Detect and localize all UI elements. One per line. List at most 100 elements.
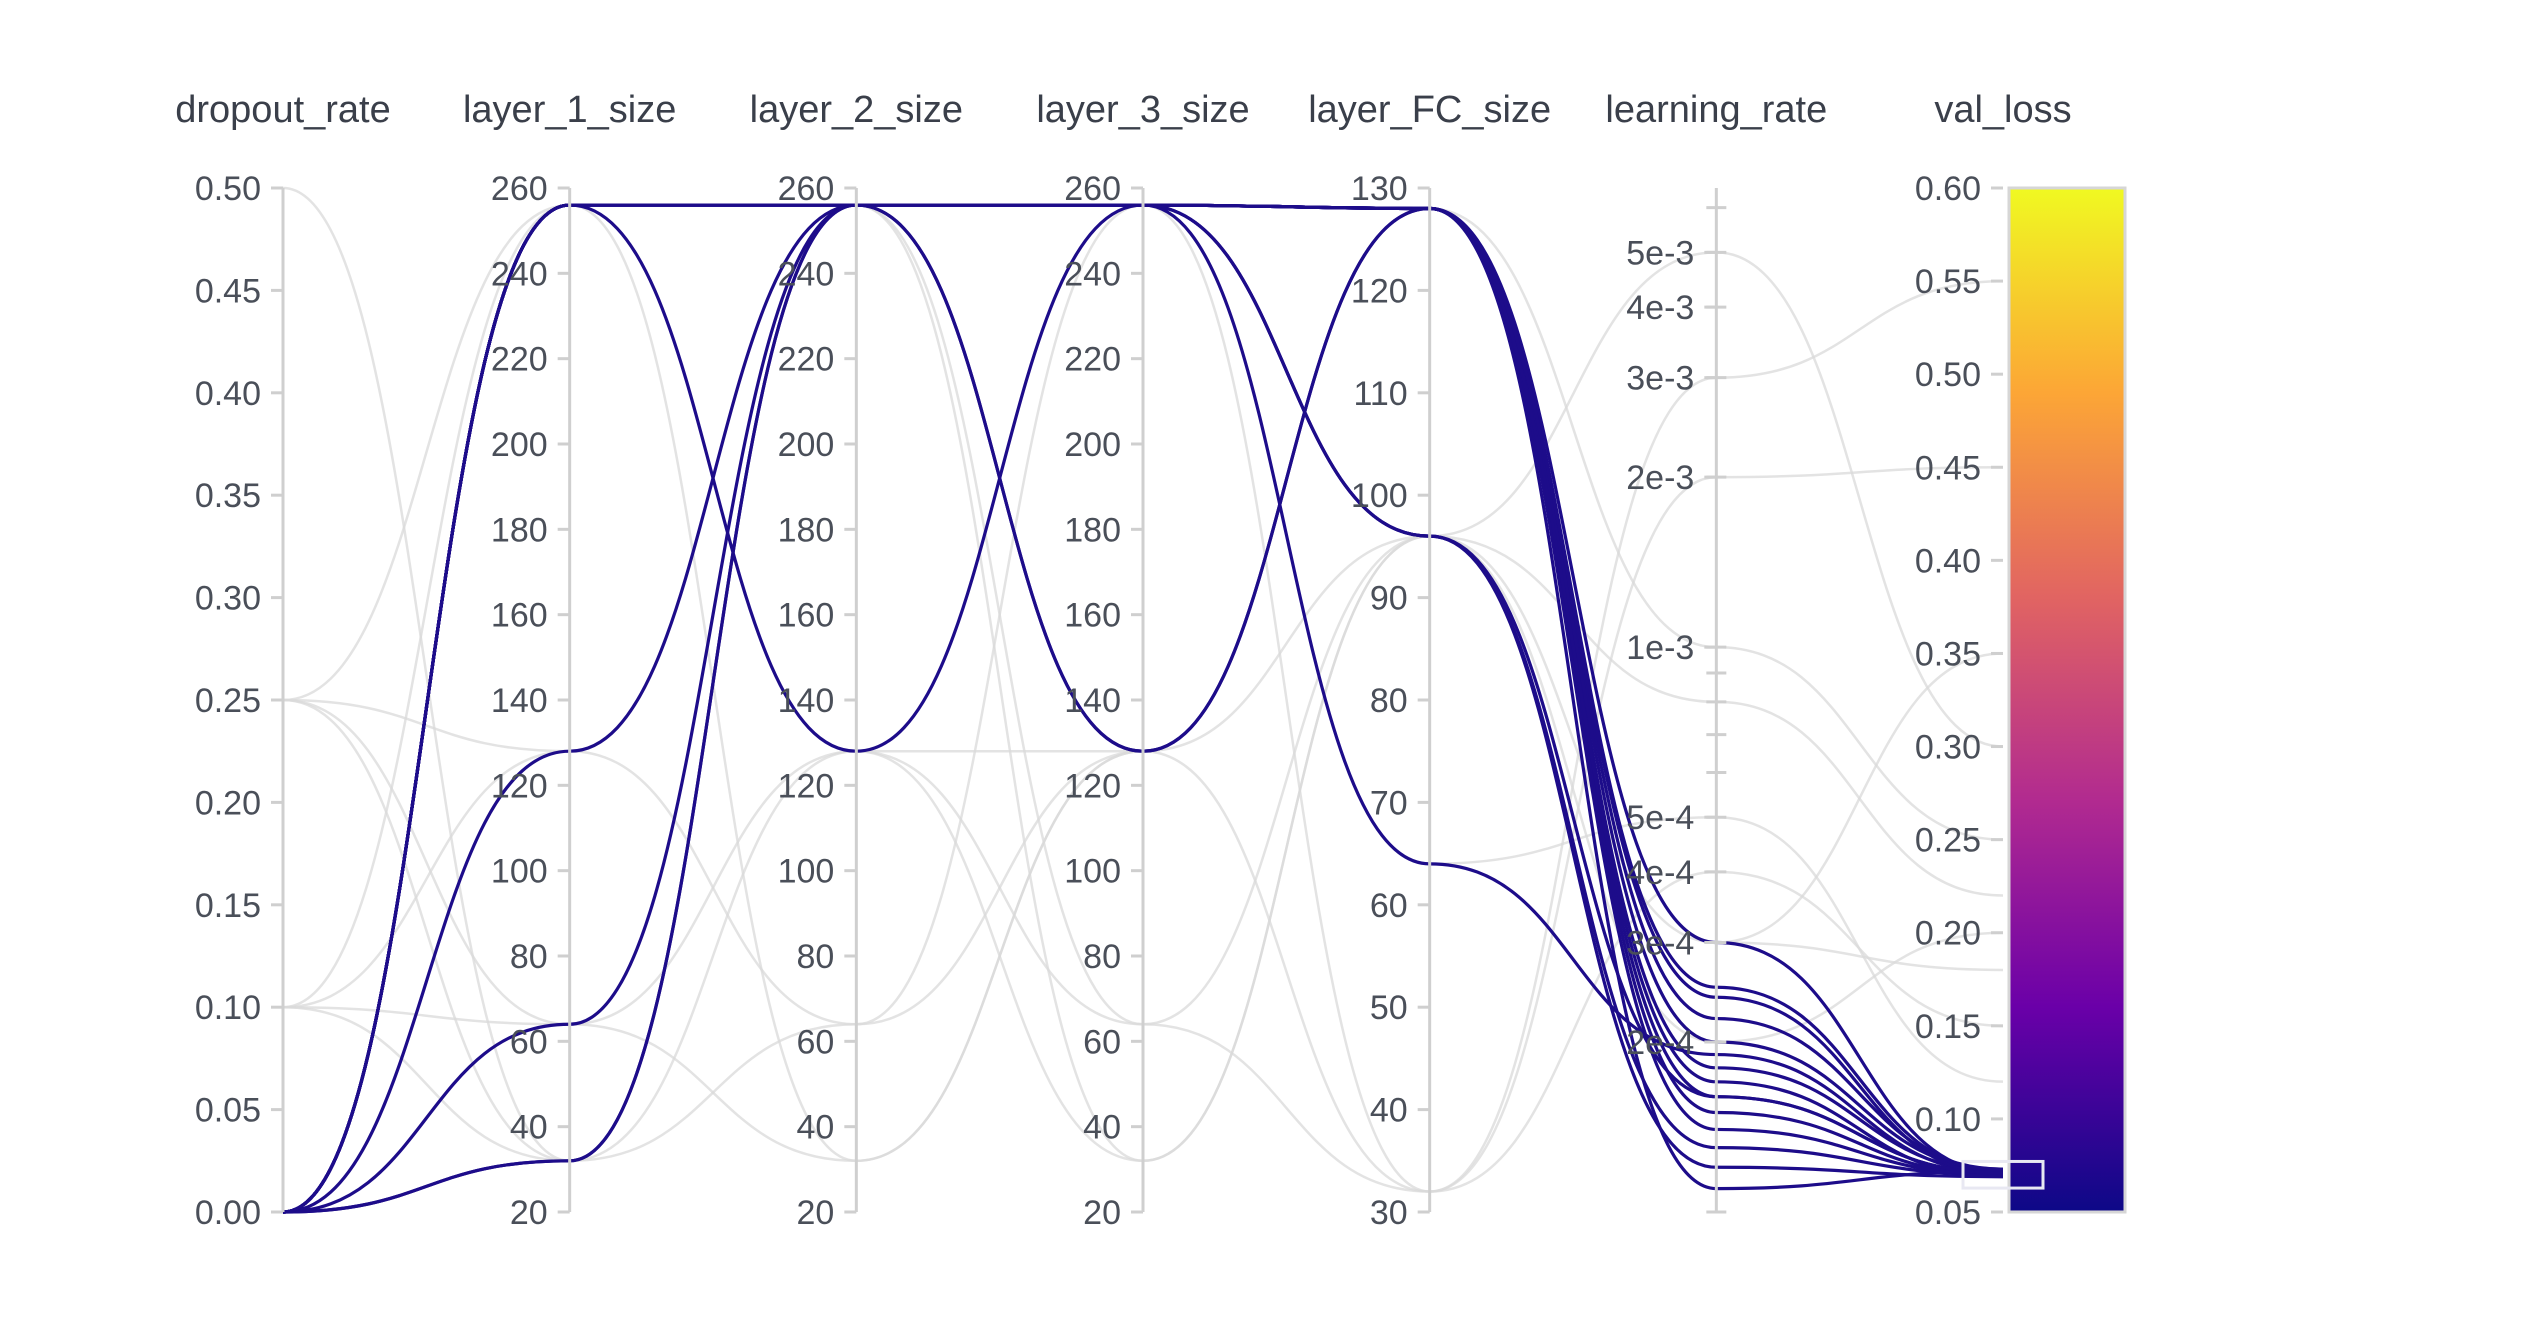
tick-label: 40	[1083, 1109, 1121, 1147]
axis-title: layer_FC_size	[1308, 89, 1551, 131]
tick-label: 0.50	[195, 170, 261, 208]
tick-label: 140	[778, 682, 835, 720]
tick-label: 20	[510, 1194, 548, 1232]
tick-label: 0.25	[1915, 822, 1981, 860]
tick-label: 220	[491, 341, 548, 379]
tick-label: 0.05	[195, 1092, 261, 1130]
tick-label: 110	[1353, 375, 1407, 413]
axis-val_loss[interactable]: val_loss 0.05 0.10 0.15 0.20 0.25 0.30 0.35 0.40…	[1915, 89, 2127, 1232]
tick-label: 220	[778, 341, 835, 379]
tick-label: 5e-4	[1626, 799, 1694, 837]
tick-label: 120	[1351, 272, 1408, 310]
tick-label: 100	[778, 853, 835, 891]
tick-label: 180	[1064, 511, 1121, 549]
tick-label: 200	[1064, 426, 1121, 464]
axis-title: layer_3_size	[1036, 89, 1249, 131]
tick-label: 60	[797, 1023, 835, 1061]
tick-label: 70	[1370, 784, 1408, 822]
tick-label: 80	[1083, 938, 1121, 976]
tick-label: 0.35	[1915, 635, 1981, 673]
tick-label: 240	[1064, 255, 1121, 293]
tick-label: 160	[1064, 597, 1121, 635]
axis-title: layer_1_size	[463, 89, 676, 131]
tick-label: 0.30	[1915, 729, 1981, 767]
tick-label: 40	[1370, 1092, 1408, 1130]
axis-layer_3_size[interactable]: layer_3_size 20 40 60 80 100 120 140 160 180 200 22…	[1036, 89, 1249, 1232]
tick-label: 80	[1370, 682, 1408, 720]
tick-label: 90	[1370, 580, 1408, 618]
axis-title: val_loss	[1934, 89, 2071, 131]
colorbar	[2007, 186, 2127, 1214]
tick-label: 40	[797, 1109, 835, 1147]
axis-learning_rate[interactable]: learning_rate 2e-4 3e-4 4e-4 5e-4 1e-3 2e-3 3e-…	[1605, 89, 1827, 1214]
tick-label: 80	[510, 938, 548, 976]
tick-label: 2e-4	[1626, 1024, 1694, 1062]
tick-label: 0.20	[1915, 915, 1981, 953]
axis-title: dropout_rate	[175, 89, 391, 131]
run-line	[282, 186, 2004, 1163]
axis-layer_FC_size[interactable]: layer_FC_size 30 40 50 60 70 80 90 100 110 120 130	[1308, 89, 1551, 1232]
tick-label: 240	[778, 255, 835, 293]
tick-label: 0.45	[195, 272, 261, 310]
run-line	[282, 279, 2004, 1193]
tick-label: 0.40	[195, 375, 261, 413]
tick-label: 0.15	[195, 887, 261, 925]
tick-label: 260	[778, 170, 835, 208]
tick-label: 60	[1370, 887, 1408, 925]
tick-label: 120	[778, 767, 835, 805]
tick-label: 5e-3	[1626, 234, 1694, 272]
tick-label: 0.20	[195, 784, 261, 822]
tick-label: 0.15	[1915, 1008, 1981, 1046]
tick-label: 4e-3	[1626, 289, 1694, 327]
axes: dropout_rate 0.00 0.05 0.10 0.15 0.20 0.25 0.30…	[175, 89, 2127, 1232]
tick-label: 0.30	[195, 580, 261, 618]
axis-title: layer_2_size	[750, 89, 963, 131]
tick-label: 0.50	[1915, 356, 1981, 394]
tick-label: 60	[1083, 1023, 1121, 1061]
axis-title: learning_rate	[1605, 89, 1827, 131]
tick-label: 0.55	[1915, 263, 1981, 301]
brush-selection[interactable]	[1961, 1159, 2045, 1190]
tick-label: 120	[1064, 767, 1121, 805]
run-line-highlighted	[282, 203, 2004, 1214]
tick-label: 100	[1351, 477, 1408, 515]
tick-label: 160	[491, 597, 548, 635]
tick-label: 30	[1370, 1194, 1408, 1232]
tick-label: 0.25	[195, 682, 261, 720]
tick-label: 200	[491, 426, 548, 464]
tick-label: 0.45	[1915, 449, 1981, 487]
axis-layer_2_size[interactable]: layer_2_size 20 40 60 80 100 120 140 160 180 200 22…	[750, 89, 963, 1232]
tick-label: 160	[778, 597, 835, 635]
tick-label: 120	[491, 767, 548, 805]
tick-label: 1e-3	[1626, 629, 1694, 667]
tick-label: 0.05	[1915, 1194, 1981, 1232]
tick-label: 0.10	[1915, 1101, 1981, 1139]
tick-label: 220	[1064, 341, 1121, 379]
tick-label: 180	[778, 511, 835, 549]
tick-label: 100	[491, 853, 548, 891]
tick-label: 20	[1083, 1194, 1121, 1232]
axis-dropout_rate[interactable]: dropout_rate 0.00 0.05 0.10 0.15 0.20 0.25 0.30…	[175, 89, 391, 1232]
tick-label: 180	[491, 511, 548, 549]
tick-label: 60	[510, 1023, 548, 1061]
tick-label: 0.40	[1915, 542, 1981, 580]
tick-label: 140	[1064, 682, 1121, 720]
tick-label: 2e-3	[1626, 459, 1694, 497]
tick-label: 140	[491, 682, 548, 720]
tick-label: 0.35	[195, 477, 261, 515]
tick-label: 0.00	[195, 1194, 261, 1232]
tick-label: 0.60	[1915, 170, 1981, 208]
tick-label: 100	[1064, 853, 1121, 891]
tick-label: 4e-4	[1626, 854, 1694, 892]
tick-label: 130	[1351, 170, 1408, 208]
tick-label: 200	[778, 426, 835, 464]
tick-label: 3e-3	[1626, 360, 1694, 398]
tick-label: 240	[491, 255, 548, 293]
axis-layer_1_size[interactable]: layer_1_size 20 40 60 80 100 120 140 160 180 200 22…	[463, 89, 676, 1232]
tick-label: 80	[797, 938, 835, 976]
tick-label: 50	[1370, 989, 1408, 1027]
tick-label: 260	[1064, 170, 1121, 208]
tick-label: 260	[491, 170, 548, 208]
tick-label: 3e-4	[1626, 925, 1694, 963]
tick-label: 20	[797, 1194, 835, 1232]
